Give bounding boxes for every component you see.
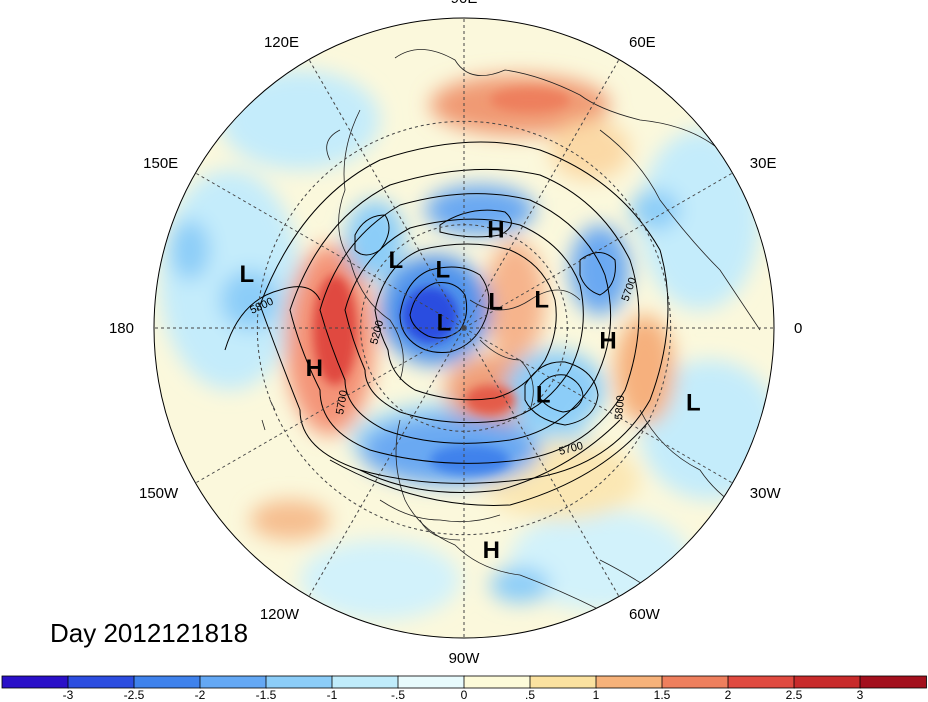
colorbar-tick-label: 0 xyxy=(461,688,468,702)
low-center-marker: L xyxy=(388,247,403,274)
day-title: Day 2012121818 xyxy=(50,618,249,648)
colorbar-swatch xyxy=(859,675,927,689)
map-border xyxy=(153,17,775,639)
colorbar-tick-label: 3 xyxy=(857,688,864,702)
colorbar-swatch xyxy=(463,675,531,689)
longitude-label-0: 0 xyxy=(794,320,802,337)
graticule xyxy=(154,18,774,638)
longitude-label-60E: 60E xyxy=(629,34,656,51)
colorbar-swatch xyxy=(265,675,333,689)
colorbar-swatch xyxy=(133,675,201,689)
low-center-marker: L xyxy=(686,390,701,417)
colorbar-swatch xyxy=(397,675,465,689)
longitude-labels: 90E 60E 30E 0 30W 60W 90W 120W 150W 180 150E 120E xyxy=(109,0,802,667)
colorbar-tick-label: 1.5 xyxy=(654,688,671,702)
colorbar-tick-label: 2.5 xyxy=(786,688,803,702)
colorbar: -3 -2.5 -2 -1.5 -1 -.5 0 .5 1 1.5 2 2.5 3 xyxy=(1,675,927,702)
colorbar-swatch xyxy=(595,675,663,689)
meridian-line-210 xyxy=(195,327,465,484)
high-center-marker: H xyxy=(306,355,323,382)
longitude-label-60W: 60W xyxy=(629,606,661,623)
longitude-label-120E: 120E xyxy=(264,34,299,51)
meridian-line-150 xyxy=(195,172,465,329)
longitude-label-90E: 90E xyxy=(451,0,478,7)
meridian-line-120 xyxy=(308,59,465,329)
longitude-label-30W: 30W xyxy=(750,485,782,502)
colorbar-swatch xyxy=(67,675,135,689)
colorbar-tick-label: -2.5 xyxy=(124,688,145,702)
high-center-marker: H xyxy=(483,537,500,564)
colorbar-tick-label: .5 xyxy=(525,688,535,702)
colorbar-tick-label: -.5 xyxy=(391,688,405,702)
high-center-marker: H xyxy=(487,217,504,244)
longitude-label-180: 180 xyxy=(109,320,134,337)
colorbar-swatch xyxy=(331,675,399,689)
high-center-marker: H xyxy=(599,328,616,355)
low-center-marker: L xyxy=(488,288,503,315)
longitude-label-150E: 150E xyxy=(143,155,178,172)
height-contours xyxy=(224,141,669,506)
colorbar-tick-label: -3 xyxy=(63,688,74,702)
contour-label-5: 5800 xyxy=(613,395,627,420)
low-center-marker: L xyxy=(536,381,551,408)
colorbar-swatch xyxy=(529,675,597,689)
low-center-marker: L xyxy=(437,310,452,337)
colorbar-tick-label: -2 xyxy=(195,688,206,702)
colorbar-swatch xyxy=(1,675,69,689)
meridian-line-60 xyxy=(463,59,620,329)
colorbar-tick-label: 1 xyxy=(593,688,600,702)
low-center-marker: L xyxy=(534,287,549,314)
meridian-line-330 xyxy=(463,327,733,484)
colorbar-tick-label: -1 xyxy=(327,688,338,702)
low-center-marker: L xyxy=(435,257,450,284)
colorbar-swatch xyxy=(727,675,795,689)
meridian-line-240 xyxy=(308,327,465,597)
contour-label-3: 5700 xyxy=(334,389,350,415)
colorbar-tick-label: -1.5 xyxy=(256,688,277,702)
longitude-label-30E: 30E xyxy=(750,155,777,172)
meridian-line-30 xyxy=(463,172,733,329)
longitude-label-90W: 90W xyxy=(449,650,481,667)
low-center-marker: L xyxy=(239,261,254,288)
meridian-line-300 xyxy=(463,327,620,597)
colorbar-tick-label: 2 xyxy=(725,688,732,702)
longitude-label-150W: 150W xyxy=(139,485,179,502)
colorbar-swatch xyxy=(793,675,861,689)
colorbar-swatch xyxy=(199,675,267,689)
longitude-label-120W: 120W xyxy=(260,606,300,623)
colorbar-swatch xyxy=(661,675,729,689)
